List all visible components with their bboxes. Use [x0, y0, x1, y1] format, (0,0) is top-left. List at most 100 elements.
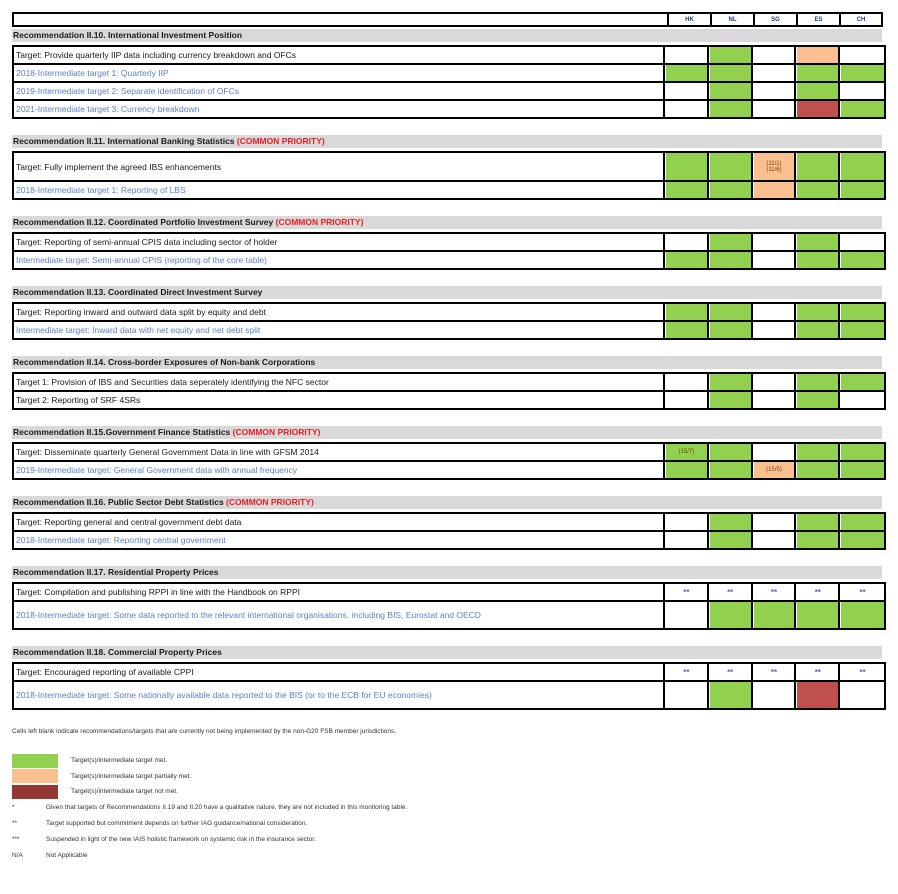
section-title: Recommendation II.12. Coordinated Portfo… — [12, 216, 882, 229]
column-header-sg: SG — [754, 12, 797, 27]
intermediate-target-label: Intermediate target: Inward data with ne… — [14, 322, 665, 338]
status-cell-nl — [709, 153, 753, 180]
legend: Cells left blank indicate recommendation… — [12, 728, 407, 864]
status-cell-nl — [709, 101, 753, 117]
status-cell-es — [797, 444, 841, 460]
section-table: Target: Fully implement the agreed IBS e… — [12, 151, 886, 200]
legend-color-swatch — [12, 769, 58, 784]
section-title: Recommendation II.14. Cross-border Expos… — [12, 356, 882, 369]
table-row: 2018-Intermediate target 1: Quarterly II… — [14, 63, 885, 81]
status-cell-hk — [665, 153, 709, 180]
cell-note: (15/7) — [678, 449, 695, 455]
intermediate-target-label: 2018-Intermediate target: Reporting cent… — [14, 532, 665, 548]
status-cell-nl — [709, 304, 753, 320]
footnote: ** Target supported but commitment depend… — [12, 816, 407, 832]
status-cell-sg: (11/1) (11/6) — [753, 153, 797, 180]
footnote: N/A Not Applicable — [12, 848, 407, 864]
intermediate-target-label: 2018-Intermediate target 1: Quarterly II… — [14, 65, 665, 81]
table-row: Target: Reporting inward and outward dat… — [14, 304, 885, 320]
intermediate-target-label: 2019-Intermediate target 2: Separate ide… — [14, 83, 665, 99]
status-cell-sg: ** — [753, 584, 797, 600]
status-cell-es: ** — [797, 584, 841, 600]
status-cell-nl — [709, 444, 753, 460]
status-cell-nl: ** — [709, 664, 753, 680]
section-title-text: Recommendation II.11. International Bank… — [13, 136, 237, 146]
intermediate-target-label: Intermediate target: Semi-annual CPIS (r… — [14, 252, 665, 268]
table-row: 2021-Intermediate target 3: Currency bre… — [14, 99, 885, 117]
status-cell-ch — [841, 374, 885, 390]
cell-note: ** — [770, 587, 778, 597]
footnote-symbol: ** — [12, 820, 18, 827]
recommendation-section: Recommendation II.16. Public Sector Debt… — [12, 496, 886, 550]
legend-swatch-label: Target(s)/intermediate target not met. — [71, 788, 178, 796]
status-cell-es — [797, 234, 841, 250]
status-cell-ch — [841, 322, 885, 338]
target-label: Target: Fully implement the agreed IBS e… — [14, 153, 665, 180]
table-row: Target: Reporting of semi-annual CPIS da… — [14, 234, 885, 250]
status-cell-sg — [753, 444, 797, 460]
status-cell-hk — [665, 392, 709, 408]
recommendation-section: Recommendation II.15.Government Finance … — [12, 426, 886, 480]
table-row: Target: Compilation and publishing RPPI … — [14, 584, 885, 600]
status-cell-sg — [753, 374, 797, 390]
status-cell-hk — [665, 252, 709, 268]
section-title-text: Recommendation II.16. Public Sector Debt… — [13, 497, 227, 507]
recommendation-section: Recommendation II.14. Cross-border Expos… — [12, 356, 886, 410]
status-cell-es — [797, 182, 841, 198]
section-title: Recommendation II.15.Government Finance … — [12, 426, 882, 439]
status-cell-ch — [841, 153, 885, 180]
status-cell-sg — [753, 47, 797, 63]
section-table: Target: Disseminate quarterly General Go… — [12, 442, 886, 480]
table-row: Target: Encouraged reporting of availabl… — [14, 664, 885, 680]
recommendation-section: Recommendation II.10. International Inve… — [12, 29, 886, 119]
status-cell-sg — [753, 304, 797, 320]
table-row: Intermediate target: Semi-annual CPIS (r… — [14, 250, 885, 268]
target-label: Target: Reporting inward and outward dat… — [14, 304, 665, 320]
target-label: Target: Disseminate quarterly General Go… — [14, 444, 665, 460]
legend-color-swatch — [12, 753, 58, 768]
status-cell-nl — [709, 602, 753, 628]
table-row: Target: Fully implement the agreed IBS e… — [14, 153, 885, 180]
section-table: Target: Reporting inward and outward dat… — [12, 302, 886, 340]
status-cell-ch — [841, 444, 885, 460]
cell-note: ** — [727, 667, 734, 677]
status-cell-sg — [753, 514, 797, 530]
target-label: Target: Encouraged reporting of availabl… — [14, 664, 665, 680]
footnote-text: Suspended in light of the new IAIS holis… — [46, 836, 316, 843]
cell-note: ** — [770, 667, 778, 677]
section-table: Target: Encouraged reporting of availabl… — [12, 662, 886, 710]
cell-note: ** — [683, 667, 690, 677]
section-table: Target: Reporting general and central go… — [12, 512, 886, 550]
intermediate-target-label: 2018-Intermediate target: Some data repo… — [14, 602, 665, 628]
intermediate-target-label: 2018-Intermediate target 1: Reporting of… — [14, 182, 665, 198]
footnote-symbol: N/A — [12, 852, 23, 859]
status-cell-es — [797, 462, 841, 478]
status-cell-hk — [665, 322, 709, 338]
table-row: Intermediate target: Inward data with ne… — [14, 320, 885, 338]
legend-color-swatch — [12, 784, 58, 799]
status-cell-ch — [841, 392, 885, 408]
section-title: Recommendation II.16. Public Sector Debt… — [12, 496, 882, 509]
footnote-text: Given that targets of Recommendations II… — [46, 804, 408, 811]
footnote: *** Suspended in light of the new IAIS ho… — [12, 832, 407, 848]
status-cell-sg: (15/5) — [753, 462, 797, 478]
status-cell-ch — [841, 83, 885, 99]
status-cell-ch — [841, 182, 885, 198]
status-cell-ch — [841, 65, 885, 81]
status-cell-nl — [709, 532, 753, 548]
status-cell-es — [797, 374, 841, 390]
section-title-text: Recommendation II.14. Cross-border Expos… — [13, 357, 316, 367]
status-cell-ch — [841, 47, 885, 63]
section-table: Target: Provide quarterly IIP data inclu… — [12, 45, 886, 119]
status-cell-nl — [709, 182, 753, 198]
status-cell-ch — [841, 304, 885, 320]
legend-swatch-row: Target(s)/intermediate target partially … — [12, 769, 407, 785]
status-cell-ch — [841, 252, 885, 268]
status-cell-ch — [841, 462, 885, 478]
status-cell-sg — [753, 83, 797, 99]
column-header-es: ES — [797, 12, 840, 27]
cell-note: ** — [814, 667, 821, 677]
status-cell-hk — [665, 374, 709, 390]
status-cell-nl — [709, 392, 753, 408]
status-cell-ch — [841, 101, 885, 117]
